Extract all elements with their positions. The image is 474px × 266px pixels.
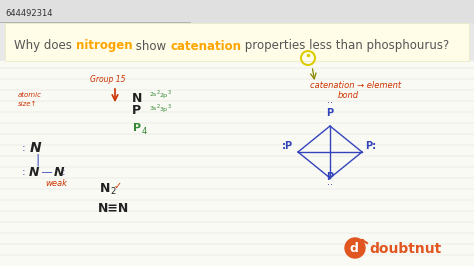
- Text: nitrogen: nitrogen: [76, 39, 132, 52]
- Text: N: N: [132, 92, 142, 105]
- Circle shape: [345, 238, 365, 258]
- Text: :: :: [62, 167, 65, 177]
- Text: N: N: [29, 165, 39, 178]
- Text: 3: 3: [168, 89, 171, 94]
- Text: N: N: [100, 181, 110, 194]
- Text: show: show: [132, 39, 170, 52]
- Text: Why does: Why does: [14, 39, 76, 52]
- Text: ··: ··: [327, 180, 333, 190]
- Text: P: P: [132, 105, 141, 118]
- Text: |: |: [35, 153, 39, 167]
- Text: N: N: [54, 165, 64, 178]
- Text: ··: ··: [327, 98, 333, 108]
- Text: weak: weak: [45, 178, 67, 188]
- Text: doubtnut: doubtnut: [369, 242, 441, 256]
- Text: :: :: [22, 167, 26, 177]
- Text: N≡N: N≡N: [98, 202, 129, 214]
- Text: 2s: 2s: [150, 93, 157, 98]
- Bar: [0, 61, 474, 266]
- Text: properties less than phosphourus?: properties less than phosphourus?: [241, 39, 449, 52]
- Text: —: —: [38, 167, 56, 177]
- Text: d: d: [349, 243, 358, 256]
- Text: P: P: [326, 108, 333, 118]
- Text: 644492314: 644492314: [5, 9, 53, 18]
- Text: catenation: catenation: [170, 39, 241, 52]
- Text: P: P: [133, 123, 141, 133]
- Text: :: :: [22, 143, 26, 153]
- Text: P: P: [326, 172, 333, 182]
- Text: bond: bond: [338, 92, 359, 101]
- Text: 3: 3: [168, 103, 171, 109]
- Text: P:: P:: [365, 141, 376, 151]
- Bar: [0, 0, 474, 22]
- Text: size↑: size↑: [18, 101, 37, 107]
- Text: 2p: 2p: [160, 93, 168, 98]
- Text: catenation → element: catenation → element: [310, 81, 401, 89]
- Text: 4: 4: [142, 127, 147, 136]
- Text: atomic: atomic: [18, 92, 42, 98]
- Text: 2: 2: [157, 103, 160, 109]
- Text: 2: 2: [157, 89, 160, 94]
- Text: ✓: ✓: [114, 181, 122, 191]
- Text: :P: :P: [282, 141, 293, 151]
- Text: 3p: 3p: [160, 106, 168, 111]
- Text: Group 15: Group 15: [90, 76, 126, 85]
- Text: 3s: 3s: [150, 106, 157, 111]
- Bar: [5, 23, 469, 61]
- Text: 2: 2: [110, 188, 115, 197]
- Text: N: N: [30, 141, 42, 155]
